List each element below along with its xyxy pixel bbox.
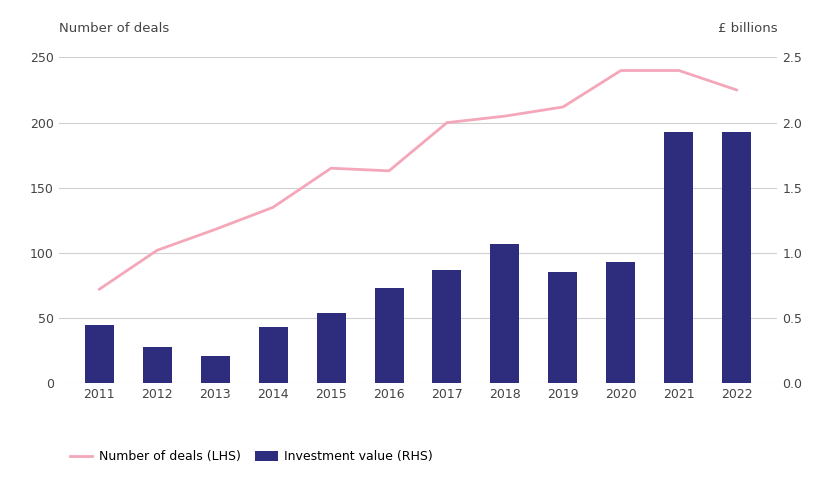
Bar [84, 325, 114, 383]
Bar [606, 262, 635, 383]
Bar [143, 347, 171, 383]
Bar [317, 313, 345, 383]
Bar [548, 273, 578, 383]
Bar [201, 356, 230, 383]
Bar [432, 270, 461, 383]
Bar [375, 288, 404, 383]
Bar [491, 244, 519, 383]
Bar [258, 327, 288, 383]
Text: Number of deals: Number of deals [59, 22, 169, 34]
Bar [665, 132, 693, 383]
Legend: Number of deals (LHS), Investment value (RHS): Number of deals (LHS), Investment value … [64, 445, 438, 468]
Text: £ billions: £ billions [718, 22, 777, 34]
Bar [722, 132, 752, 383]
